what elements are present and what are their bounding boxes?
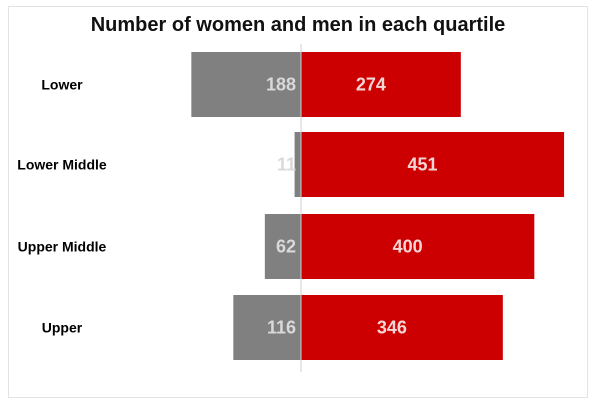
value-label-left-lower: 188	[266, 75, 296, 95]
category-label-upper: Upper	[42, 320, 83, 336]
value-label-left-upper-middle: 62	[276, 237, 296, 257]
value-label-left-upper: 116	[267, 318, 296, 338]
bar-left-lower-middle	[294, 132, 301, 197]
bar-right-upper-middle	[301, 214, 535, 279]
category-label-upper-middle: Upper Middle	[18, 239, 107, 255]
chart-title: Number of women and men in each quartile	[90, 14, 506, 36]
bar-right-upper	[301, 295, 503, 360]
value-label-left-lower-middle: 11	[277, 155, 296, 175]
bar-left-upper	[233, 295, 301, 360]
value-label-right-lower-middle: 451	[408, 155, 438, 175]
bar-left-lower	[191, 52, 301, 117]
bar-right-lower-middle	[301, 132, 565, 197]
category-label-lower: Lower	[41, 77, 83, 93]
value-label-right-lower: 274	[356, 75, 386, 95]
category-label-lower-middle: Lower Middle	[17, 157, 107, 173]
value-label-right-upper-middle: 400	[393, 237, 423, 257]
bar-left-upper-middle	[264, 214, 301, 279]
bar-right-lower	[301, 52, 461, 117]
value-label-right-upper: 346	[377, 318, 407, 338]
